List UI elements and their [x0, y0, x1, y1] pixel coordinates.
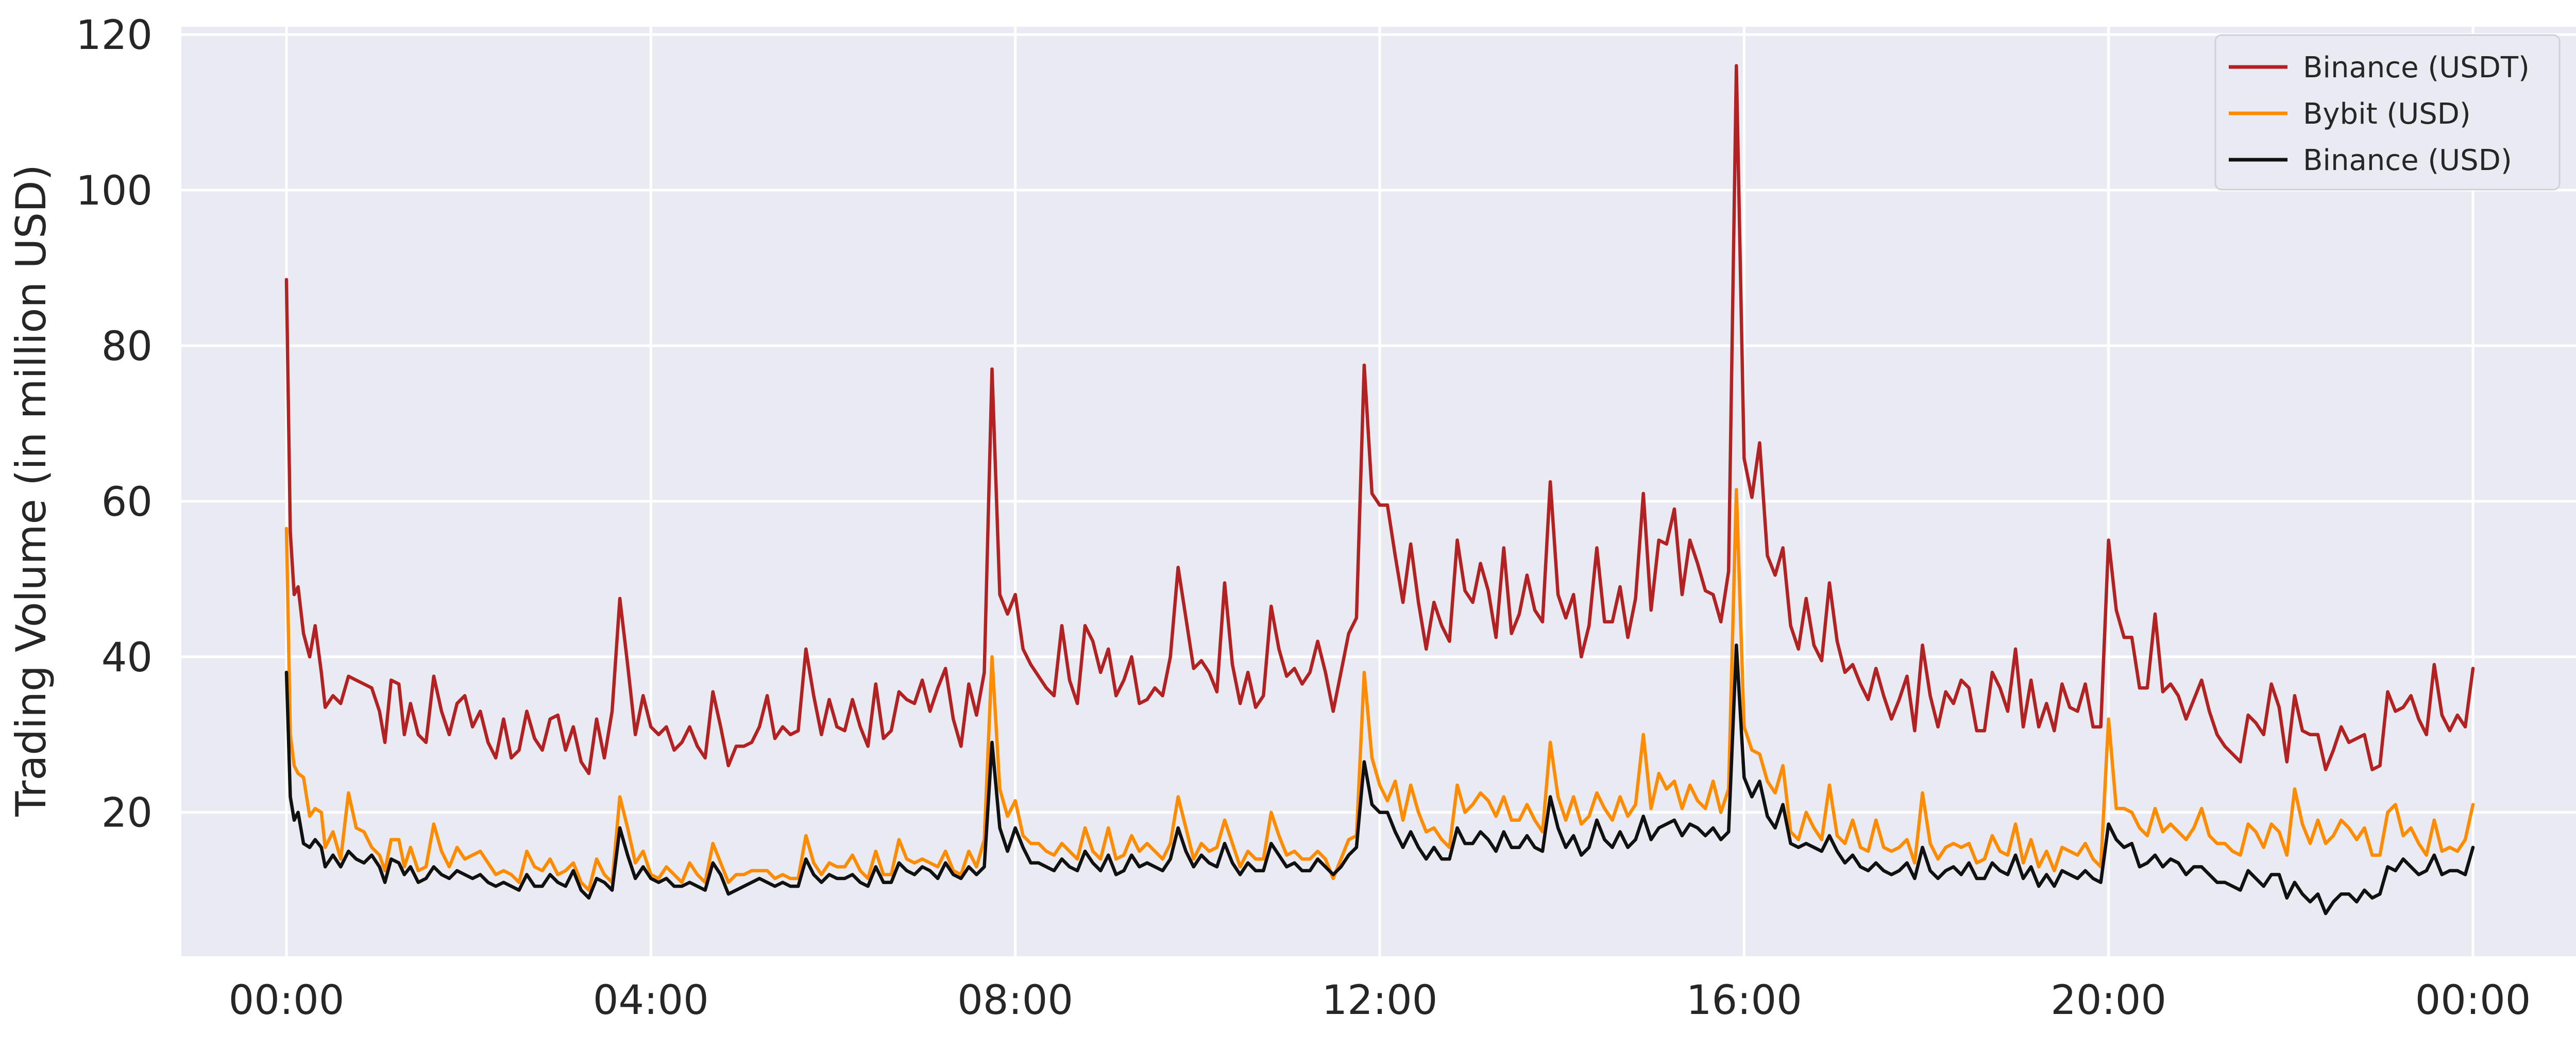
y-tick-label: 120 — [76, 12, 152, 59]
x-tick-label: 16:00 — [1686, 977, 1802, 1024]
x-tick-label: 04:00 — [593, 977, 709, 1024]
y-tick-label: 40 — [101, 635, 152, 681]
series-line-2 — [284, 487, 2475, 892]
y-tick-label: 20 — [101, 790, 152, 837]
series-line-3 — [284, 643, 2475, 916]
legend-label: Bybit (USD) — [2303, 97, 2471, 131]
x-tick-label: 12:00 — [1322, 977, 1438, 1024]
x-tick-label: 08:00 — [957, 977, 1073, 1024]
legend-label: Binance (USDT) — [2303, 51, 2530, 84]
series-line-1 — [284, 64, 2475, 775]
y-axis-label: Trading Volume (in million USD) — [7, 164, 55, 817]
legend-box — [2214, 34, 2561, 191]
legend-label: Binance (USD) — [2303, 144, 2512, 177]
series-layer — [284, 64, 2475, 916]
y-tick-label: 100 — [76, 168, 152, 214]
x-tick-label: 00:00 — [2415, 977, 2531, 1024]
x-tick-label: 00:00 — [229, 977, 345, 1024]
x-tick-label: 20:00 — [2050, 977, 2166, 1024]
y-axis: 20 40 60 80 100 120 — [76, 12, 152, 837]
y-tick-label: 80 — [101, 324, 152, 370]
y-tick-label: 60 — [101, 479, 152, 526]
x-axis: 00:00 04:00 08:00 12:00 16:00 20:00 00:00 — [229, 977, 2531, 1024]
legend: Binance (USDT) Bybit (USD) Binance (USD) — [2214, 34, 2561, 191]
